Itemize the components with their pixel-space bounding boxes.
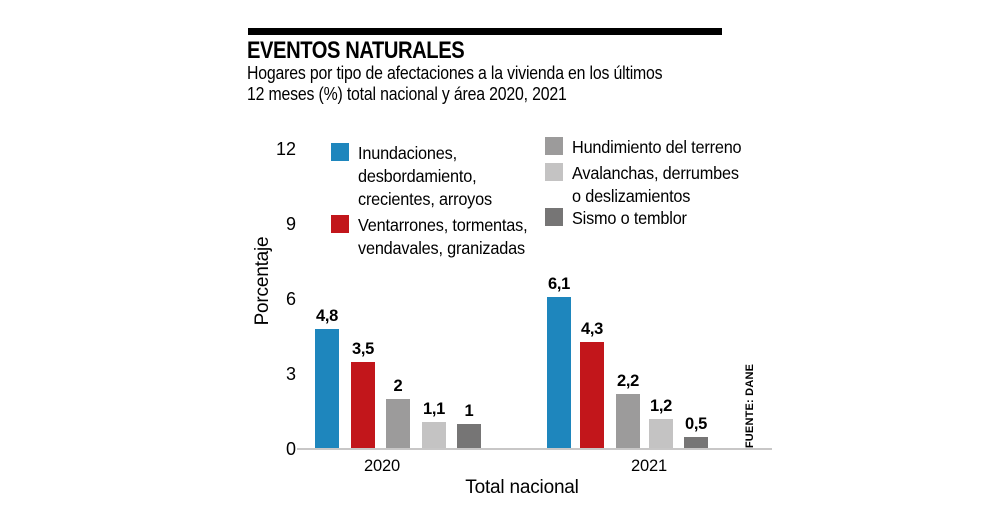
bar-2021-series5: 0,5 [684,415,708,449]
bar-2020-series2: 3,5 [351,340,375,449]
legend-swatch-icon [331,215,349,233]
header-rule [248,28,722,35]
x-tick-2020: 2020 [364,457,400,475]
bar-2021-series2: 4,3 [580,320,604,449]
legend-swatch-icon [545,137,563,155]
y-axis-label: Porcentaje [252,236,273,326]
y-tick-3: 3 [285,364,296,384]
legend-item-3: Hundimiento del terreno [545,136,754,159]
legend-swatch-icon [545,208,563,226]
bar-value-label: 3,5 [351,339,375,358]
legend-label: Hundimiento del terreno [572,137,742,157]
y-tick-6: 6 [285,289,296,309]
legend-item-5: Sismo o temblor [545,207,695,230]
bar-2021-series3: 2,2 [616,372,640,449]
source-note: FUENTE: DANE [744,363,756,449]
legend-item-1: Inundaciones, desbordamiento, crecientes, … [331,142,502,211]
legend-label: Ventarrones, tormentas, vendavales, grani… [358,215,528,258]
bar-2020-series4: 1,1 [422,400,446,449]
y-tick-12: 12 [275,139,296,159]
bar-value-label: 1,2 [649,397,673,415]
bar-2020-series1: 4,8 [315,307,339,449]
chart-subtitle-line1: Hogares por tipo de afectaciones a la vi… [247,63,663,83]
x-axis-title: Total nacional [465,477,579,498]
x-tick-2021: 2021 [631,457,667,475]
bar-value-label: 0,5 [684,414,708,433]
bar-2021-series1: 6,1 [547,275,571,449]
bar-value-label: 4,3 [580,319,604,338]
bar-value-label: 1 [464,402,474,420]
legend-label: Avalanchas, derrumbes o deslizamientos [572,163,739,206]
legend-label: Inundaciones, desbordamiento, crecientes, … [358,143,492,209]
legend-item-2: Ventarrones, tormentas, vendavales, grani… [331,214,540,260]
chart-subtitle: Hogares por tipo de afectaciones a la vi… [247,63,663,104]
legend-item-4: Avalanchas, derrumbes o deslizamientos [545,162,751,208]
bar-2020-series5: 1 [457,402,481,449]
bar-2020-series3: 2 [386,377,410,449]
bar-2021-series4: 1,2 [649,397,673,449]
bar-value-label: 4,8 [315,307,339,325]
bar-value-label: 2 [393,377,403,395]
page-title: EVENTOS NATURALES [247,37,465,64]
legend-label: Sismo o temblor [572,208,687,228]
x-axis-line [297,448,772,450]
bar-value-label: 6,1 [547,274,571,293]
bar-value-label: 2,2 [616,372,640,390]
bar-value-label: 1,1 [422,399,446,418]
legend-swatch-icon [545,163,563,181]
legend-swatch-icon [331,143,349,161]
y-tick-9: 9 [285,214,296,234]
y-tick-0: 0 [285,439,296,459]
chart-subtitle-line2: 12 meses (%) total nacional y área 2020,… [247,83,567,104]
